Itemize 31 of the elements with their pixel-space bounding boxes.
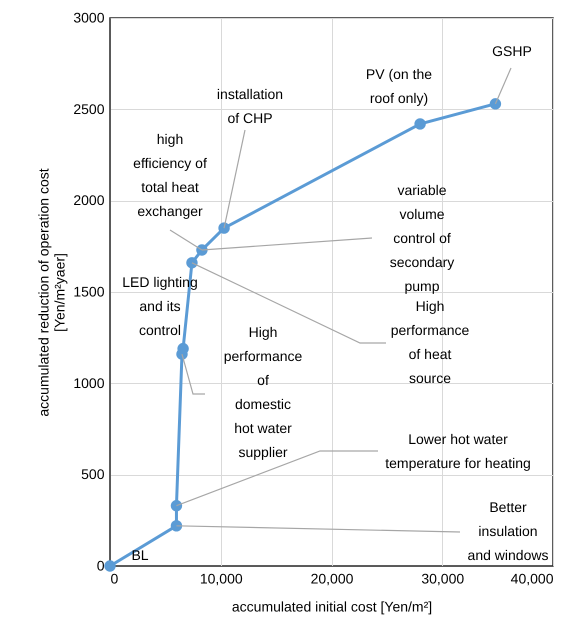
point	[186, 257, 198, 268]
y-tick-label: 2000	[73, 192, 105, 208]
point	[170, 500, 182, 512]
x-axis-title: accumulated initial cost [Yen/m²]	[232, 598, 432, 614]
y-tick-label: 2500	[73, 100, 105, 117]
annotation: high efficiency of total heat exchanger	[133, 131, 207, 219]
point	[414, 118, 426, 130]
annotation: PV (on the roof only)	[366, 66, 432, 106]
y-tick-label: 1000	[73, 374, 105, 391]
point	[218, 222, 230, 234]
annotation: Better insulation and windows	[468, 499, 548, 563]
annotation: BL	[131, 547, 149, 563]
x-tick-label: 30,000	[421, 570, 464, 586]
y-axis-title: accumulated reduction of operation cost [Yen/m²yaer]	[35, 168, 68, 417]
x-tick-label: 20,000	[310, 570, 354, 586]
y-tick-label: 500	[81, 466, 105, 482]
annotation: High performance of domestic hot water supplier	[224, 324, 303, 460]
y-tick-label: 3000	[73, 10, 105, 26]
point	[170, 520, 182, 532]
point	[490, 98, 502, 110]
x-tick-label: 0	[110, 570, 118, 586]
point	[104, 560, 116, 572]
annotation: variable volume control of secondary pump	[390, 182, 454, 294]
annotation: Lower hot water temperature for heating	[385, 431, 531, 471]
y-tick-label: 1500	[73, 284, 105, 300]
x-tick-label: 40,000	[510, 570, 554, 586]
x-tick-label: 10,000	[200, 570, 243, 586]
annotation: installation of CHP	[216, 86, 284, 126]
annotation: High performance of heat source	[390, 298, 470, 386]
annotation: GSHP	[492, 43, 532, 59]
y-tick-label: 0	[96, 558, 105, 574]
